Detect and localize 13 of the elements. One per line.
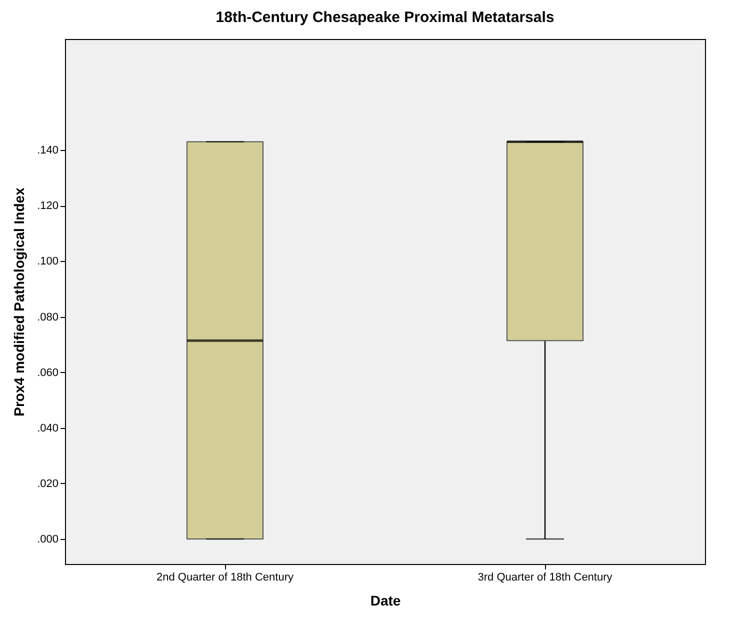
y-axis-title: Prox4 modified Pathological Index	[11, 187, 28, 416]
y-tick-label: .060	[37, 366, 58, 379]
y-tick-label: .000	[37, 534, 58, 546]
y-tick-label: .080	[37, 311, 58, 324]
y-tick-label: .100	[37, 256, 58, 268]
chart-title: 18th-Century Chesapeake Proximal Metatarsals	[216, 9, 554, 26]
y-tick-label: .040	[37, 422, 58, 434]
y-tick-label: .120	[37, 200, 58, 212]
y-tick-label: .020	[37, 478, 58, 490]
x-axis-title: Date	[370, 592, 401, 608]
x-tick-label: 2nd Quarter of 18th Century	[156, 572, 294, 584]
y-tick-label: .140	[37, 144, 58, 157]
x-tick-label: 3rd Quarter of 18th Century	[478, 572, 613, 584]
